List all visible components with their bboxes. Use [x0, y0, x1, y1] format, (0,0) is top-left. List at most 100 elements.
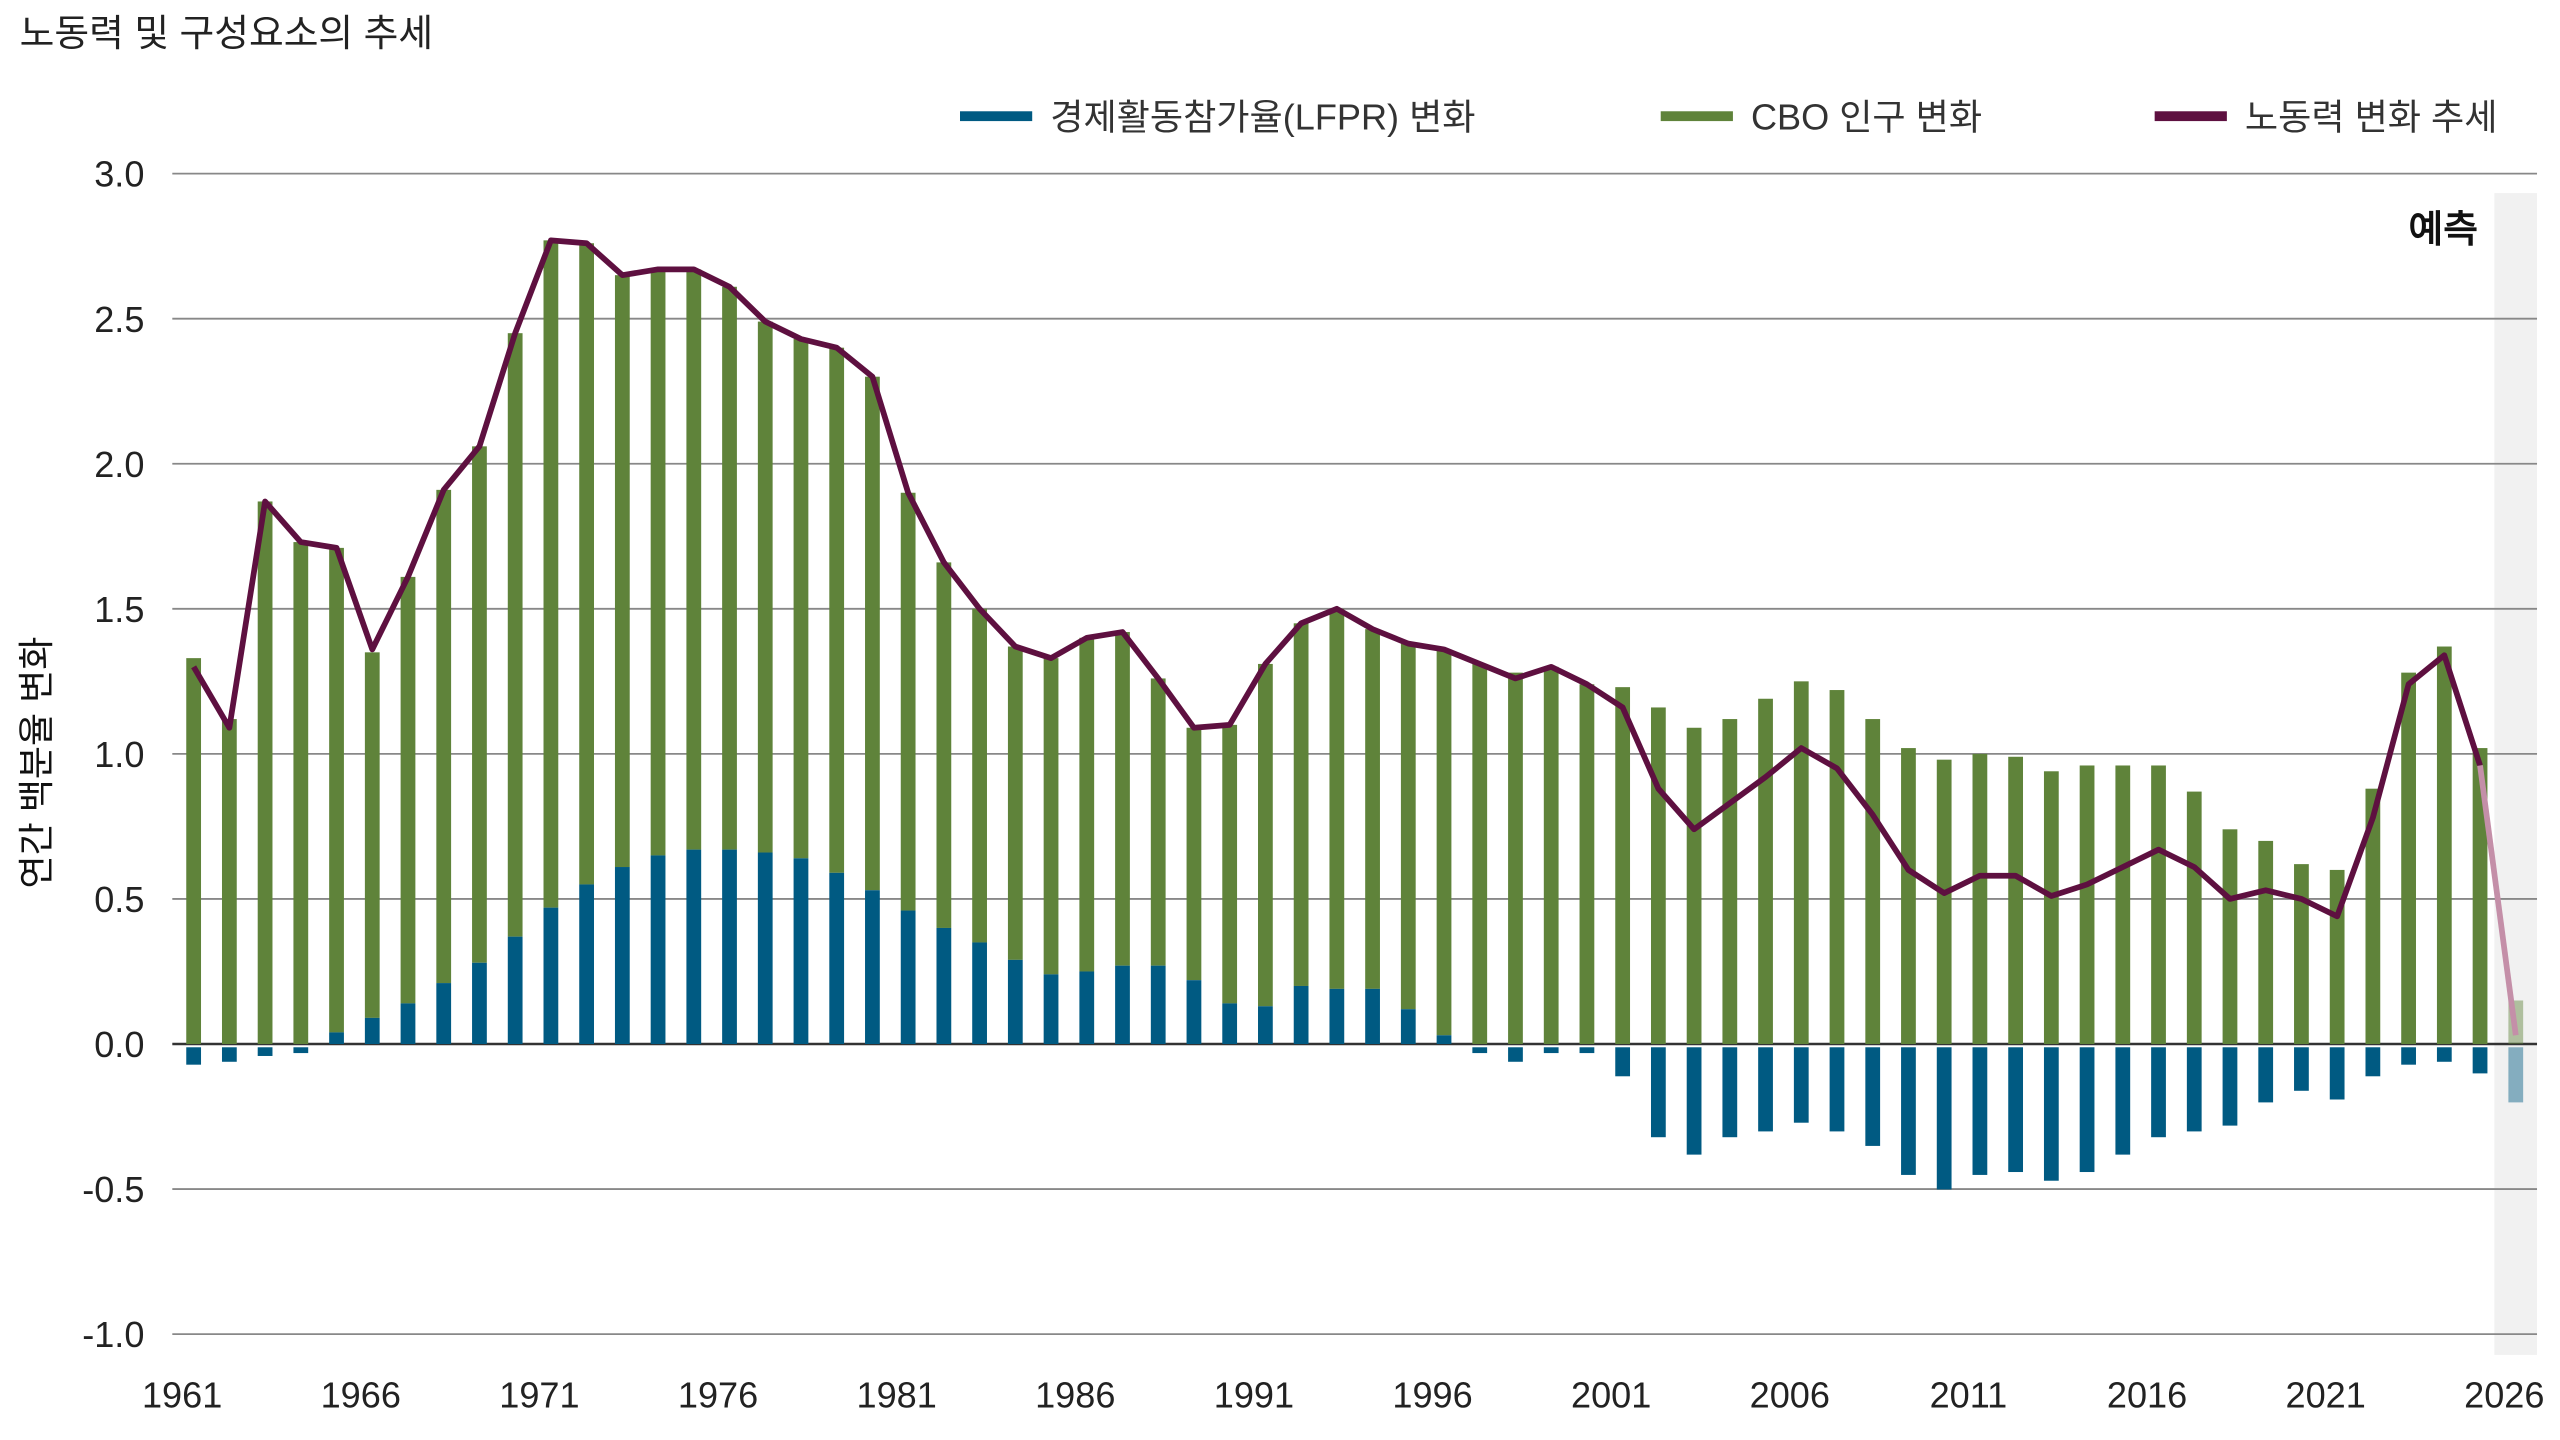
x-tick-label: 1961 [142, 1374, 222, 1415]
bar-lfpr-1965 [329, 1032, 344, 1044]
bar-lfpr-2013 [2043, 1047, 2059, 1181]
legend-swatch-trend [2154, 111, 2227, 122]
chart-title: 노동력 및 구성요소의 추세 [20, 12, 433, 54]
bar-pop-2001 [1615, 687, 1631, 1044]
bar-lfpr-1968 [436, 983, 452, 1044]
bar-lfpr-2019 [2258, 1047, 2274, 1103]
x-tick-label: 2021 [2286, 1374, 2366, 1415]
bar-pop-1997 [1472, 663, 1488, 1044]
bar-pop-1979 [829, 347, 845, 873]
bar-pop-2006 [1793, 681, 1809, 1044]
bar-lfpr-1972 [579, 884, 595, 1044]
legend-label-pop: CBO 인구 변화 [1751, 96, 1982, 137]
bar-pop-1985 [1043, 658, 1059, 975]
bar-pop-1969 [472, 446, 487, 963]
bar-lfpr-1989 [1186, 980, 1202, 1044]
bar-pop-1962 [221, 719, 237, 1044]
bar-lfpr-1978 [793, 858, 809, 1044]
bar-pop-1965 [329, 547, 344, 1033]
bar-lfpr-1990 [1222, 1003, 1238, 1044]
bar-pop-1995 [1400, 643, 1416, 1010]
bar-lfpr-2014 [2079, 1047, 2095, 1173]
bar-lfpr-1988 [1150, 965, 1166, 1044]
bar-pop-1971 [543, 240, 559, 908]
y-axis-label: 연간 백분율 변화 [16, 637, 57, 889]
bar-lfpr-2002 [1650, 1047, 1666, 1138]
bar-pop-1968 [436, 489, 452, 984]
bar-pop-2024 [2436, 646, 2452, 1044]
bar-pop-1980 [865, 376, 880, 891]
y-tick-label: 2.0 [94, 444, 144, 485]
bar-lfpr-2009 [1901, 1047, 1916, 1175]
x-tick-label: 2016 [2107, 1374, 2187, 1415]
bar-pop-1999 [1543, 666, 1559, 1044]
bar-pop-2012 [2008, 756, 2024, 1044]
bar-lfpr-2017 [2186, 1047, 2202, 1132]
bar-lfpr-1997 [1472, 1047, 1488, 1054]
y-tick-label: 1.5 [94, 589, 144, 630]
bar-pop-1961 [186, 658, 202, 1044]
bar-lfpr-1977 [757, 852, 773, 1044]
bar-pop-1963 [257, 501, 273, 1044]
y-tick-label: -0.5 [82, 1169, 144, 1210]
bar-pop-1984 [1007, 646, 1023, 960]
x-tick-label: 1986 [1035, 1374, 1115, 1415]
bar-pop-2023 [2401, 672, 2416, 1044]
bar-lfpr-2025 [2472, 1047, 2488, 1074]
y-tick-label: -1.0 [82, 1314, 144, 1355]
bar-pop-2004 [1722, 719, 1738, 1044]
bar-pop-1976 [722, 286, 737, 850]
bar-pop-1970 [507, 333, 523, 937]
bar-lfpr-1994 [1365, 988, 1380, 1044]
bar-pop-2013 [2043, 771, 2059, 1044]
y-tick-label: 1.0 [94, 734, 144, 775]
bar-pop-2011 [1972, 753, 1988, 1044]
bar-pop-1992 [1293, 623, 1309, 986]
bar-pop-1998 [1508, 672, 1523, 1044]
trend-line [191, 237, 2483, 920]
bar-pop-1973 [614, 275, 630, 868]
bar-pop-2022 [2365, 788, 2381, 1044]
bar-pop-2015 [2115, 765, 2131, 1044]
bar-pop-2005 [1758, 698, 1773, 1044]
bar-pop-1986 [1079, 637, 1095, 972]
bar-lfpr-2000 [1579, 1047, 1595, 1054]
bar-pop-2019 [2258, 840, 2274, 1044]
bar-pop-2010 [1936, 759, 1952, 1044]
bar-lfpr-1976 [722, 849, 737, 1044]
legend-item-trend: 노동력 변화 추세 [2154, 96, 2497, 137]
bar-lfpr-1993 [1329, 988, 1345, 1044]
x-tick-label: 1966 [321, 1374, 401, 1415]
legend-swatch-pop [1660, 111, 1733, 122]
bar-lfpr-2011 [1972, 1047, 1988, 1175]
legend-item-pop: CBO 인구 변화 [1660, 96, 1982, 137]
bar-lfpr-1974 [650, 855, 666, 1044]
bar-lfpr-2024 [2436, 1047, 2452, 1062]
bar-pop-1977 [757, 321, 773, 853]
bar-pop-1967 [400, 576, 416, 1004]
bar-lfpr-1964 [293, 1047, 309, 1054]
trend-line-forecast [2477, 765, 2519, 1036]
bar-lfpr-2021 [2329, 1047, 2345, 1100]
x-tick-label: 2011 [1930, 1374, 2008, 1415]
bar-pop-1994 [1365, 629, 1380, 989]
bar-lfpr-2006 [1793, 1047, 1809, 1123]
bar-pop-1991 [1258, 663, 1273, 1007]
bar-lfpr-2008 [1865, 1047, 1881, 1146]
y-tick-label: 0.0 [94, 1024, 144, 1065]
bar-pop-1988 [1150, 678, 1166, 966]
bar-pop-1972 [579, 243, 595, 885]
bar-lfpr-1970 [507, 936, 523, 1044]
bar-lfpr-1998 [1508, 1047, 1523, 1062]
bar-lfpr-1971 [543, 907, 559, 1044]
bar-lfpr-1973 [614, 867, 630, 1044]
bar-lfpr-1966 [364, 1017, 380, 1044]
x-tick-label: 1976 [678, 1374, 758, 1415]
bar-lfpr-1962 [221, 1047, 237, 1062]
bar-lfpr-2007 [1829, 1047, 1845, 1132]
y-tick-label: 0.5 [94, 879, 144, 920]
bar-lfpr-1981 [900, 910, 916, 1044]
x-tick-label: 1981 [856, 1374, 936, 1415]
bar-lfpr-1963 [257, 1047, 273, 1056]
bar-pop-2018 [2222, 829, 2238, 1044]
